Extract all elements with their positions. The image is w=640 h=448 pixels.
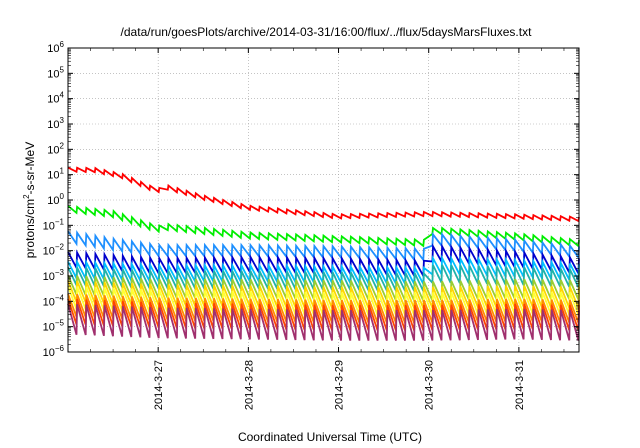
- y-tick-label: 10−6: [43, 344, 65, 359]
- y-tick-label: 106: [47, 40, 64, 55]
- series-line-9: [67, 285, 580, 316]
- y-tick-label: 105: [47, 65, 64, 80]
- chart-title: /data/run/goesPlots/archive/2014-03-31/1…: [121, 25, 533, 39]
- series-line-7: [67, 274, 580, 302]
- y-axis: 10−6 10−5 10−4 10−3 10−2 10−1 100 101 102 103 104 1…: [43, 40, 579, 359]
- y-tick-label: 101: [47, 167, 64, 182]
- x-tick-label: 2014-3-29: [334, 360, 346, 410]
- x-tick-label: 2014-3-30: [424, 360, 436, 410]
- y-tick-label: 10−4: [43, 293, 65, 308]
- x-tick-label: 2014-3-28: [243, 360, 255, 410]
- y-tick-label: 102: [47, 141, 64, 156]
- y-tick-label: 100: [47, 192, 64, 207]
- y-tick-label: 10−3: [43, 268, 65, 283]
- series-line-11: [67, 298, 580, 331]
- x-tick-label: 2014-3-31: [514, 360, 526, 410]
- series-layer: [67, 166, 580, 341]
- y-tick-label: 104: [47, 91, 64, 106]
- series-line-8: [67, 280, 580, 309]
- series-line-3: [67, 229, 580, 263]
- series-line-4: [67, 242, 580, 280]
- series-line-2: [67, 205, 580, 248]
- series-line-1: [67, 166, 580, 223]
- y-tick-label: 10−1: [43, 217, 65, 232]
- series-line-10: [67, 293, 580, 324]
- series-line-12: [67, 303, 580, 341]
- y-axis-title: protons/cm2-s-sr-MeV: [22, 142, 37, 258]
- series-line-6: [67, 264, 580, 292]
- x-axis: 2014-3-27 2014-3-28 2014-3-29 2014-3-30 2014…: [90, 48, 565, 410]
- y-tick-label: 10−2: [43, 243, 65, 258]
- x-axis-title: Coordinated Universal Time (UTC): [238, 430, 422, 444]
- series-line-5: [67, 254, 580, 288]
- y-axis-title-main: protons/cm: [23, 199, 37, 258]
- y-axis-title-units: -s-sr-MeV: [23, 142, 37, 195]
- y-tick-label: 103: [47, 116, 64, 131]
- y-tick-label: 10−5: [43, 319, 65, 334]
- x-tick-label: 2014-3-27: [153, 360, 165, 410]
- y-axis-title-superscript: 2: [22, 194, 31, 199]
